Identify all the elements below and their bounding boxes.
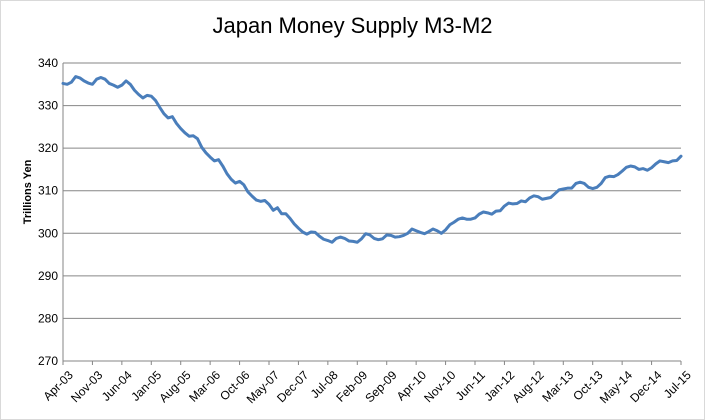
x-tick-labels: Apr-03Nov-03Jun-04Jan-05Aug-05Mar-06Oct-… xyxy=(41,361,694,406)
y-tick-label: 330 xyxy=(38,99,58,113)
y-tick-label: 270 xyxy=(38,354,58,368)
y-tick-label: 340 xyxy=(38,56,58,70)
x-tick-label: Dec-07 xyxy=(274,368,311,405)
series-line xyxy=(61,75,683,244)
x-tick-label: Sep-09 xyxy=(362,368,399,405)
chart-title: Japan Money Supply M3-M2 xyxy=(212,13,493,38)
gridlines xyxy=(63,62,681,319)
x-tick-label: Aug-12 xyxy=(509,368,546,405)
y-tick-label: 290 xyxy=(38,269,58,283)
y-tick-label: 320 xyxy=(38,141,58,155)
x-tick-label: Dec-14 xyxy=(627,368,664,405)
y-tick-label: 300 xyxy=(38,226,58,240)
x-tick-label: Jul-15 xyxy=(661,368,694,401)
x-tick-label: Mar-06 xyxy=(186,368,223,405)
y-tick-label: 280 xyxy=(38,311,58,325)
x-tick-label: May-14 xyxy=(597,368,635,406)
x-tick-label: Nov-03 xyxy=(68,368,105,405)
x-tick-label: Jun-11 xyxy=(453,368,488,403)
x-tick-label: Mar-13 xyxy=(539,368,576,405)
x-tick-label: Nov-10 xyxy=(421,368,458,405)
x-tick-label: Aug-05 xyxy=(156,368,193,405)
y-tick-labels: 270 280 290 300 310 320 330 340 xyxy=(38,56,58,368)
y-tick-label: 310 xyxy=(38,184,58,198)
y-axis-label: Trillions Yen xyxy=(22,159,34,224)
x-tick-label: May-07 xyxy=(244,368,282,406)
x-tick-label: Jun-04 xyxy=(99,368,135,404)
